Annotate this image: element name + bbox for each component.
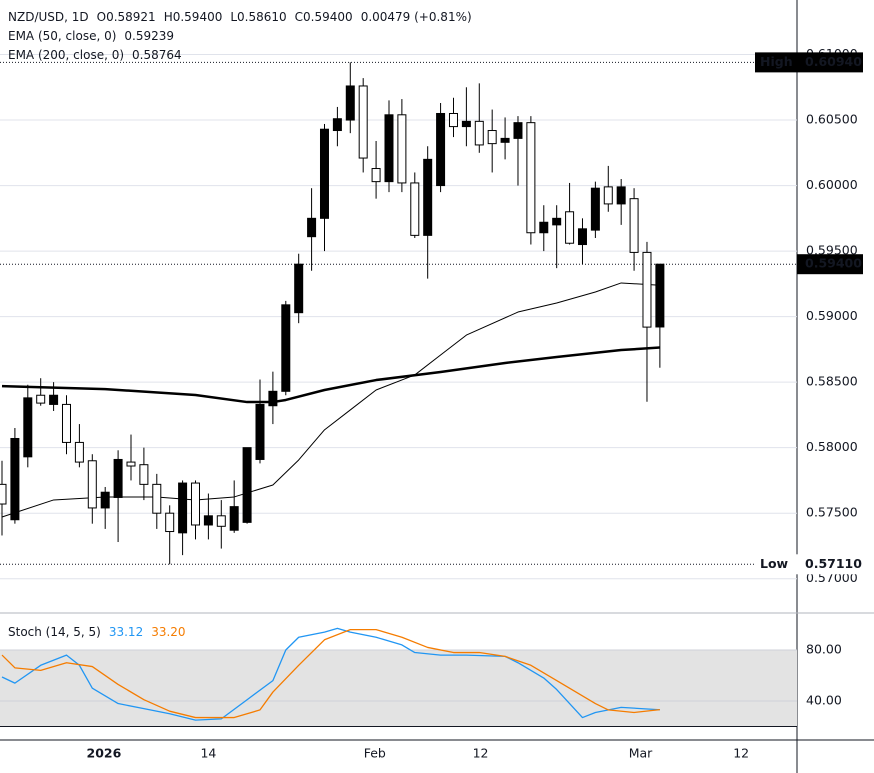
- candle-body: [74, 441, 84, 463]
- stoch-legend: Stoch (14, 5, 5) 33.12 33.20: [8, 625, 186, 639]
- candle-body: [345, 85, 355, 121]
- ohlc-label: 0.00479 (+0.81%): [361, 10, 472, 24]
- legend-name: Stoch (14, 5, 5): [8, 625, 101, 639]
- candle-body: [87, 460, 97, 509]
- candle-body: [629, 198, 639, 253]
- x-tick-label: Mar: [629, 746, 653, 761]
- indicator-line: [1, 628, 660, 719]
- marker-label: High: [760, 54, 793, 69]
- chart-header: NZD/USD, 1D O0.58921 H0.59400 L0.58610 C0.59…: [8, 10, 472, 24]
- candle-body: [255, 403, 265, 460]
- candle-body: [565, 211, 575, 244]
- candle-body: [152, 483, 162, 514]
- candle-body: [10, 437, 20, 521]
- candle-body: [461, 120, 471, 128]
- candle-body: [616, 186, 626, 205]
- last-price-label: 0.59400: [805, 256, 862, 271]
- y-tick-label: 0.60500: [806, 112, 858, 127]
- candle-body: [539, 221, 549, 234]
- legend-name: EMA (200, close, 0): [8, 48, 124, 62]
- marker-value-box: [797, 52, 863, 73]
- candle-body: [552, 217, 562, 226]
- legend-value: 0.59239: [124, 29, 174, 43]
- legend-value: 33.20: [151, 625, 185, 639]
- candle-body: [216, 515, 226, 527]
- candle-body: [61, 403, 71, 443]
- candle-body: [0, 483, 7, 505]
- marker-value: 0.60940: [805, 54, 862, 69]
- y-tick-label: 0.59500: [806, 243, 858, 258]
- indicator-line: [1, 346, 660, 404]
- candle-body: [603, 186, 613, 205]
- marker-label-box: [755, 554, 797, 575]
- candle-body: [436, 112, 446, 187]
- candle-body: [397, 114, 407, 184]
- candle-body: [294, 263, 304, 314]
- candle-body: [229, 506, 239, 531]
- indicator-line: [1, 627, 660, 721]
- candle-body: [178, 482, 188, 534]
- candle-body: [165, 512, 175, 533]
- marker-label-box: [755, 52, 797, 73]
- candle-body: [307, 217, 317, 238]
- ohlc-label: H0.59400: [164, 10, 223, 24]
- candle-body: [655, 263, 665, 328]
- candle-body: [139, 464, 149, 485]
- x-tick-label: 12: [473, 746, 489, 761]
- y-tick-label: 0.57500: [806, 505, 858, 520]
- ohlc-label: C0.59400: [295, 10, 353, 24]
- candle-body: [23, 397, 33, 458]
- candle-body: [526, 122, 536, 234]
- candle-body: [384, 114, 394, 183]
- candle-body: [36, 394, 46, 404]
- x-tick-label: 2026: [87, 746, 122, 761]
- y-tick-label: 0.58500: [806, 374, 858, 389]
- y-tick-label: 40.00: [806, 692, 842, 707]
- candle-body: [410, 182, 420, 236]
- candle-body: [371, 168, 381, 183]
- legend-value: 33.12: [109, 625, 143, 639]
- legend-value: 0.58764: [132, 48, 182, 62]
- y-tick-label: 0.58000: [806, 439, 858, 454]
- marker-value-box: [797, 554, 863, 575]
- legend-entry: EMA (50, close, 0) 0.59239: [8, 29, 174, 43]
- candle-body: [100, 491, 110, 509]
- candle-body: [281, 304, 291, 392]
- marker-value: 0.57110: [805, 556, 862, 571]
- y-tick-label: 80.00: [806, 641, 842, 656]
- stoch-band: [0, 649, 797, 727]
- candle-body: [358, 85, 368, 159]
- candle-body: [500, 137, 510, 143]
- candle-body: [113, 458, 123, 498]
- candle-body: [474, 120, 484, 146]
- x-tick-label: 14: [200, 746, 216, 761]
- candle-body: [423, 158, 433, 236]
- x-tick-label: 12: [733, 746, 749, 761]
- candle-body: [203, 515, 213, 526]
- legend-entry: EMA (200, close, 0) 0.58764: [8, 48, 182, 62]
- candle-body: [590, 187, 600, 231]
- candle-body: [332, 118, 342, 132]
- legend-name: EMA (50, close, 0): [8, 29, 116, 43]
- candle-body: [49, 394, 59, 405]
- ohlc-label: O0.58921: [97, 10, 156, 24]
- candle-body: [126, 461, 136, 467]
- y-tick-label: 0.60000: [806, 177, 858, 192]
- candle-body: [513, 122, 523, 139]
- candle-body: [448, 112, 458, 128]
- candle-body: [577, 228, 587, 246]
- candle-body: [190, 482, 200, 526]
- last-price-box: [797, 254, 863, 275]
- marker-label: Low: [760, 556, 789, 571]
- candle-body: [319, 128, 329, 219]
- x-tick-label: Feb: [364, 746, 386, 761]
- candle-body: [487, 130, 497, 145]
- candle-body: [242, 447, 252, 523]
- y-tick-label: 0.59000: [806, 308, 858, 323]
- ohlc-label: L0.58610: [230, 10, 286, 24]
- candle-body: [642, 251, 652, 328]
- candle-body: [268, 390, 278, 407]
- symbol-title: NZD/USD, 1D: [8, 10, 89, 24]
